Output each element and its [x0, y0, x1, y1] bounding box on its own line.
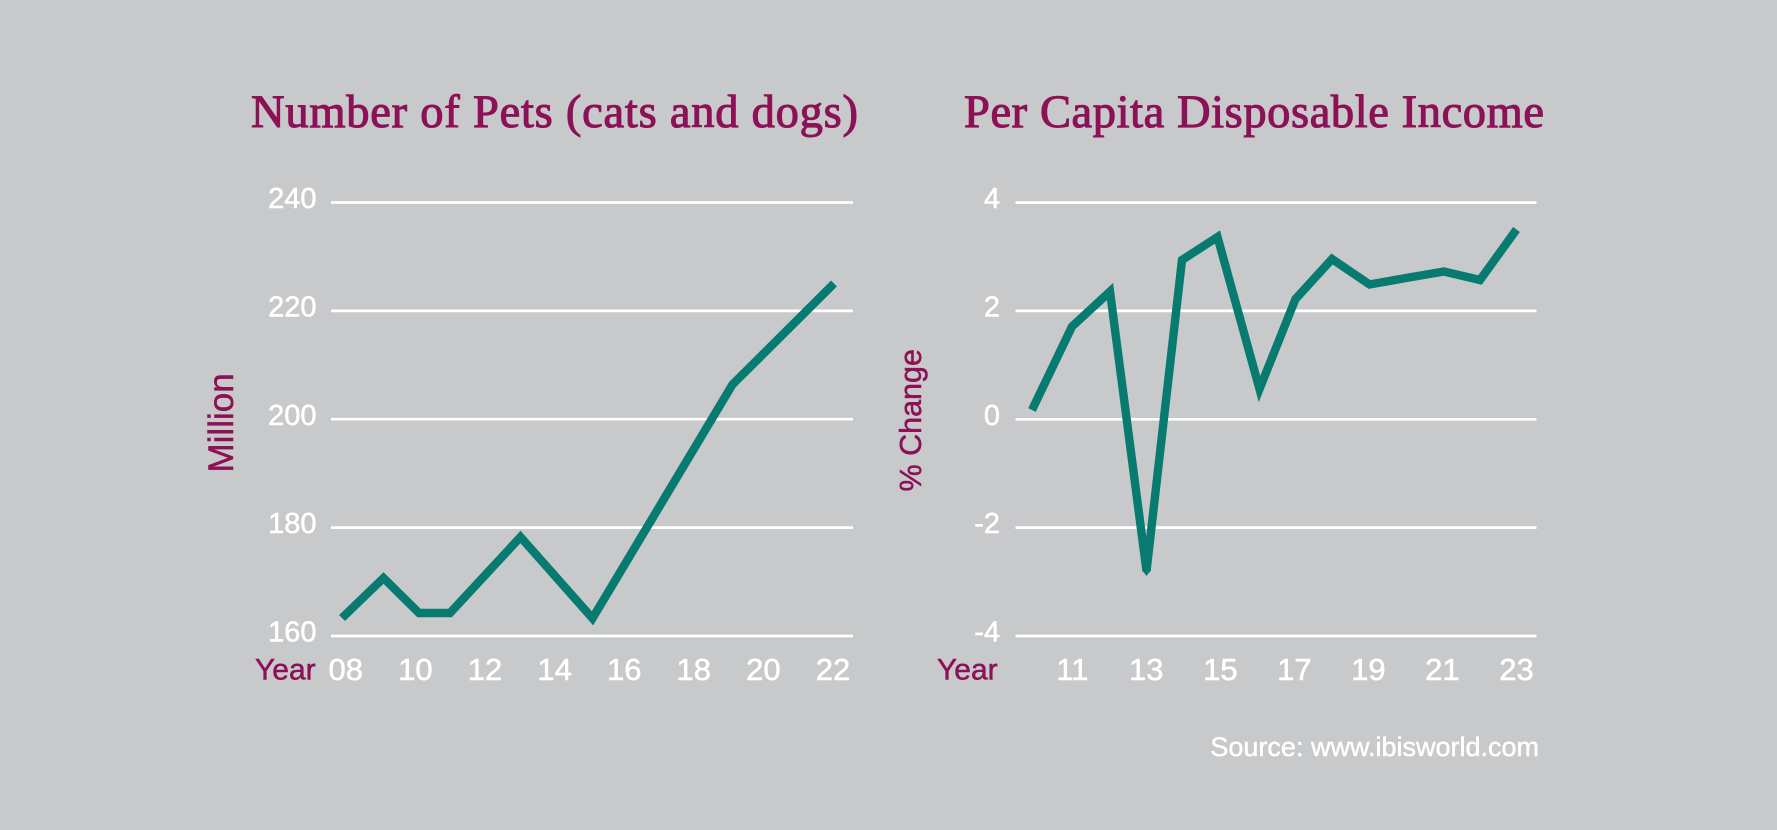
- svg-text:Year: Year: [937, 653, 998, 686]
- svg-text:22: 22: [816, 652, 850, 687]
- svg-text:200: 200: [268, 400, 316, 432]
- svg-text:11: 11: [1056, 652, 1088, 687]
- svg-text:Million: Million: [202, 373, 241, 472]
- svg-text:160: 160: [268, 617, 316, 649]
- svg-text:08: 08: [329, 652, 363, 687]
- svg-text:0: 0: [984, 400, 1000, 432]
- svg-text:10: 10: [398, 652, 432, 687]
- svg-text:Per Capita Disposable Income: Per Capita Disposable Income: [964, 87, 1544, 138]
- svg-text:Number of Pets (cats and dogs): Number of Pets (cats and dogs): [251, 87, 858, 138]
- svg-text:18: 18: [677, 652, 711, 687]
- svg-text:240: 240: [268, 183, 316, 215]
- svg-text:4: 4: [984, 183, 1000, 215]
- svg-text:220: 220: [268, 292, 316, 324]
- svg-text:12: 12: [468, 652, 502, 687]
- svg-text:Source: www.ibisworld.com: Source: www.ibisworld.com: [1210, 732, 1539, 762]
- svg-text:17: 17: [1277, 652, 1311, 687]
- svg-text:13: 13: [1129, 652, 1163, 687]
- svg-text:% Change: % Change: [894, 349, 928, 491]
- svg-text:16: 16: [607, 652, 641, 687]
- svg-text:14: 14: [537, 652, 571, 687]
- svg-text:21: 21: [1425, 652, 1459, 687]
- svg-text:15: 15: [1203, 652, 1237, 687]
- svg-text:20: 20: [746, 652, 780, 687]
- svg-text:Year: Year: [255, 653, 316, 686]
- svg-text:23: 23: [1499, 652, 1533, 687]
- svg-text:180: 180: [268, 508, 316, 540]
- svg-text:2: 2: [984, 292, 1000, 324]
- svg-text:19: 19: [1351, 652, 1385, 687]
- svg-text:-2: -2: [974, 508, 1000, 540]
- svg-text:-4: -4: [974, 617, 1000, 649]
